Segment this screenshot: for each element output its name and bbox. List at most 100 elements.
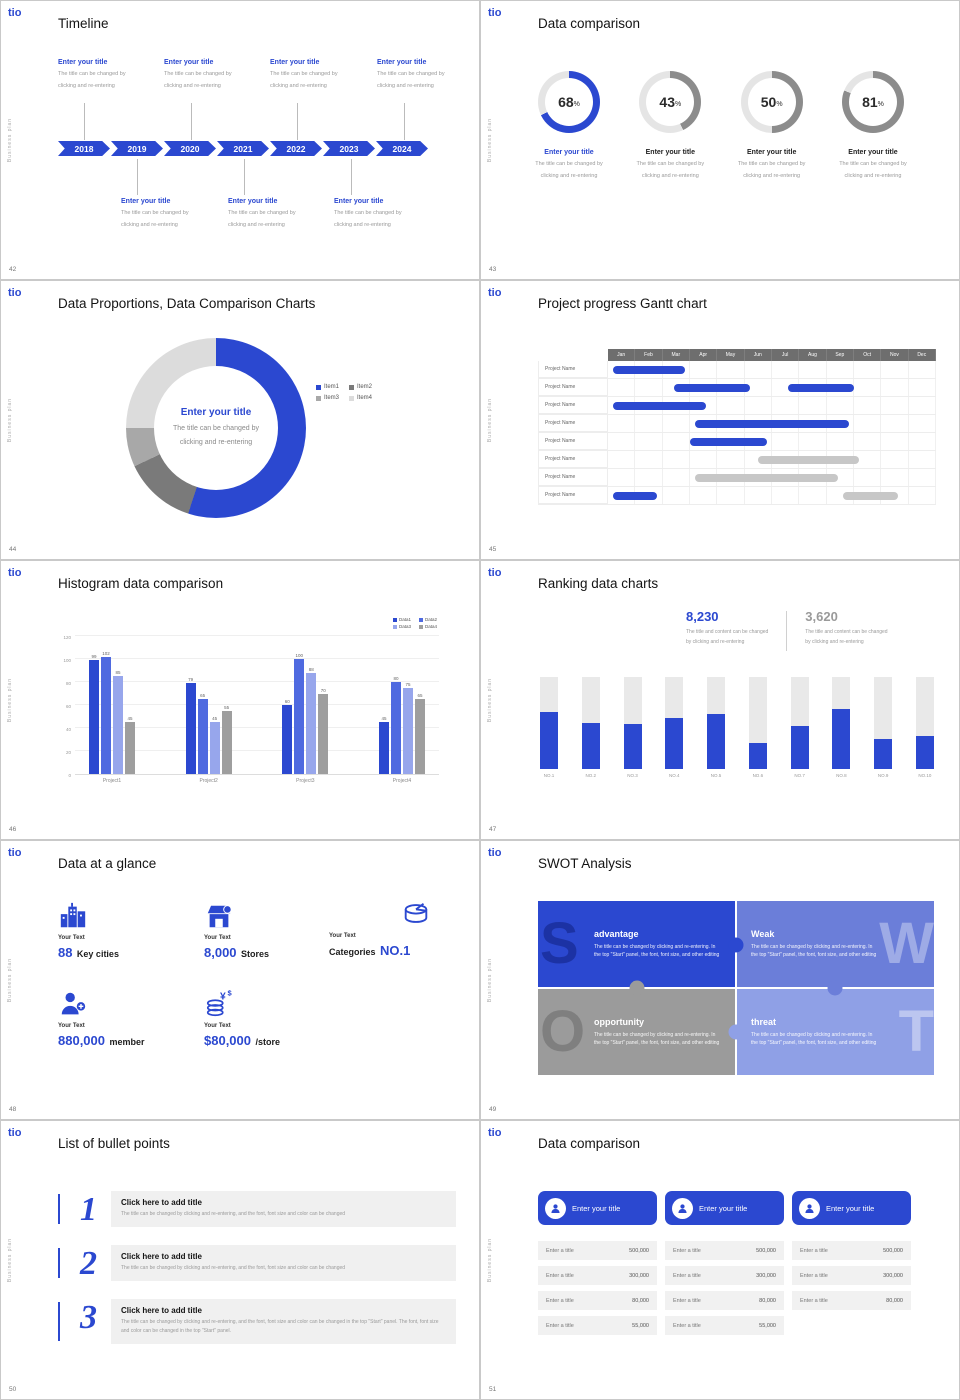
bar-wrap: 75 (402, 682, 413, 774)
side-label: Business plan (7, 117, 13, 163)
entry-text: The title can be changed by (270, 71, 338, 77)
gantt-row-label: Project Name (538, 469, 608, 486)
slide-42-timeline[interactable]: tio Business plan Timeline Enter your ti… (1, 1, 479, 279)
year-chip: 2022 (270, 141, 322, 156)
y-axis: 0 20 40 60 80 100 120 (59, 635, 75, 778)
legend-swatch (418, 617, 423, 622)
gantt-cell (909, 433, 936, 450)
ranking-track (832, 677, 851, 769)
swot-content: opportunity The title can be changed by … (594, 1017, 720, 1048)
slide-48-data-at-a-glance[interactable]: tio Business plan Data at a glance Your … (1, 841, 479, 1119)
gridline (75, 727, 439, 728)
ranking-track (915, 677, 934, 769)
legend-swatch (316, 384, 321, 390)
slide-47-ranking[interactable]: tio Business plan Ranking data charts 8,… (481, 561, 959, 839)
member-icon (61, 992, 86, 1015)
histogram-chart: Data1 Data2 Data3 Data4 0 20 40 60 80 100 120 99 1… (59, 617, 439, 784)
stat-categories: Your Text Categories NO.1 (329, 901, 479, 960)
entry-title: Enter your title (121, 198, 171, 205)
bar-value: 88 (308, 666, 314, 672)
bullet-band: Click here to add title The title can be… (111, 1299, 456, 1344)
side-label: Business plan (487, 397, 493, 443)
bar-wrap: 60 (282, 699, 293, 774)
stat-label-top: Your Text (58, 935, 85, 941)
bar-value: 100 (295, 653, 304, 658)
ranking-column: NO.9 (873, 677, 893, 778)
connector-line (244, 159, 245, 195)
ring-value: 43 (659, 94, 675, 110)
ring-value: 68 (558, 94, 574, 110)
logo: tio (8, 567, 22, 579)
ring-title: Enter your title (746, 149, 797, 156)
logo: tio (488, 287, 502, 299)
gantt-body: Project Name Project Name Project Name Proj… (538, 361, 936, 505)
entry-text: The title can be changed by (121, 210, 189, 216)
ring-title: Enter your title (645, 149, 696, 156)
logo: tio (488, 567, 502, 579)
entry-text: The title can be changed by (377, 71, 445, 77)
gantt-month-header: Jul (771, 349, 800, 361)
card-row: Enter a title 55,000 (665, 1316, 784, 1335)
store-icon (207, 905, 232, 928)
gantt-cell (663, 487, 690, 504)
slide-50-bullet-points[interactable]: tio Business plan List of bullet points … (1, 1121, 479, 1399)
svg-text:¥: ¥ (220, 991, 226, 1002)
stat-value: 880,000 member (58, 1032, 208, 1050)
bullet-item: 2 Click here to add title The title can … (58, 1245, 456, 1282)
slide-49-swot[interactable]: tio Business plan SWOT Analysis S advant… (481, 841, 959, 1119)
card-row: Enter a title 300,000 (538, 1266, 657, 1285)
bullet-number: 3 (80, 1299, 97, 1336)
slide-45-gantt[interactable]: tio Business plan Project progress Gantt… (481, 281, 959, 559)
stat-label-top: Your Text (58, 1023, 85, 1029)
bar-group: 60 100 88 70 (282, 653, 329, 774)
gantt-month-header: Jun (744, 349, 772, 361)
slide-51-data-comparison-cards[interactable]: tio Business plan Data comparison Enter … (481, 1121, 959, 1399)
donut-center-text: Enter your title The title can be change… (126, 338, 306, 518)
entry-title: Enter your title (164, 59, 214, 66)
ranking-track (707, 677, 726, 769)
bullet-number: 1 (80, 1191, 97, 1228)
gantt-cell (635, 433, 663, 450)
slide-44-data-proportions[interactable]: tio Business plan Data Proportions, Data… (1, 281, 479, 559)
stat-unit: Key cities (76, 949, 119, 959)
ranking-fill (915, 735, 934, 769)
ring-item: 81% Enter your title The title can be ch… (829, 71, 917, 182)
bar (306, 672, 317, 774)
slide-43-data-comparison[interactable]: tio Business plan Data comparison 68% En… (481, 1, 959, 279)
ranking-label: NO.7 (794, 773, 805, 778)
stat-value: $80,000 /store (204, 1032, 354, 1050)
year-chip: 2021 (217, 141, 269, 156)
stat-text: The title and content can be changed (686, 629, 769, 635)
entry-title: Enter your title (228, 198, 278, 205)
entry-text: The title can be changed by (58, 71, 126, 77)
legend-label: Data3 (398, 624, 411, 629)
swot-grid: S advantage The title can be changed by … (538, 901, 934, 1075)
donut-title: Enter your title (180, 407, 252, 419)
bar-group: 99 102 85 45 (89, 651, 135, 774)
stat-value: 88 Key cities (58, 944, 208, 962)
ranking-fill (832, 709, 851, 769)
row-label: Enter a title (800, 1272, 828, 1279)
stat-key-cities: Your Text 88 Key cities (58, 901, 208, 962)
y-axis-tick: 80 (65, 681, 71, 686)
swot-strengths: S advantage The title can be changed by … (538, 901, 735, 987)
ring-center: 68% (538, 71, 600, 133)
slide-46-histogram[interactable]: tio Business plan Histogram data compari… (1, 561, 479, 839)
ranking-fill (581, 723, 600, 769)
bar-wrap: 70 (318, 688, 329, 774)
gantt-cell (635, 415, 663, 432)
gantt-cell (635, 451, 663, 468)
puzzle-tab (728, 937, 744, 952)
entry-text: The title can be changed by (737, 161, 806, 167)
swot-weaknesses: W Weak The title can be changed by click… (737, 901, 934, 987)
ranking-track (790, 677, 809, 769)
puzzle-tab (827, 980, 843, 996)
gantt-bar (690, 438, 767, 446)
bar-wrap: 85 (113, 670, 123, 774)
gantt-cell (772, 433, 800, 450)
entry-text: The title can be changed by (228, 210, 296, 216)
gridline (75, 704, 439, 705)
ring-item: 50% Enter your title The title can be ch… (728, 71, 816, 182)
data-card: Enter your title Enter a title 500,000 En… (792, 1191, 911, 1316)
card-row: Enter a title 80,000 (665, 1291, 784, 1310)
